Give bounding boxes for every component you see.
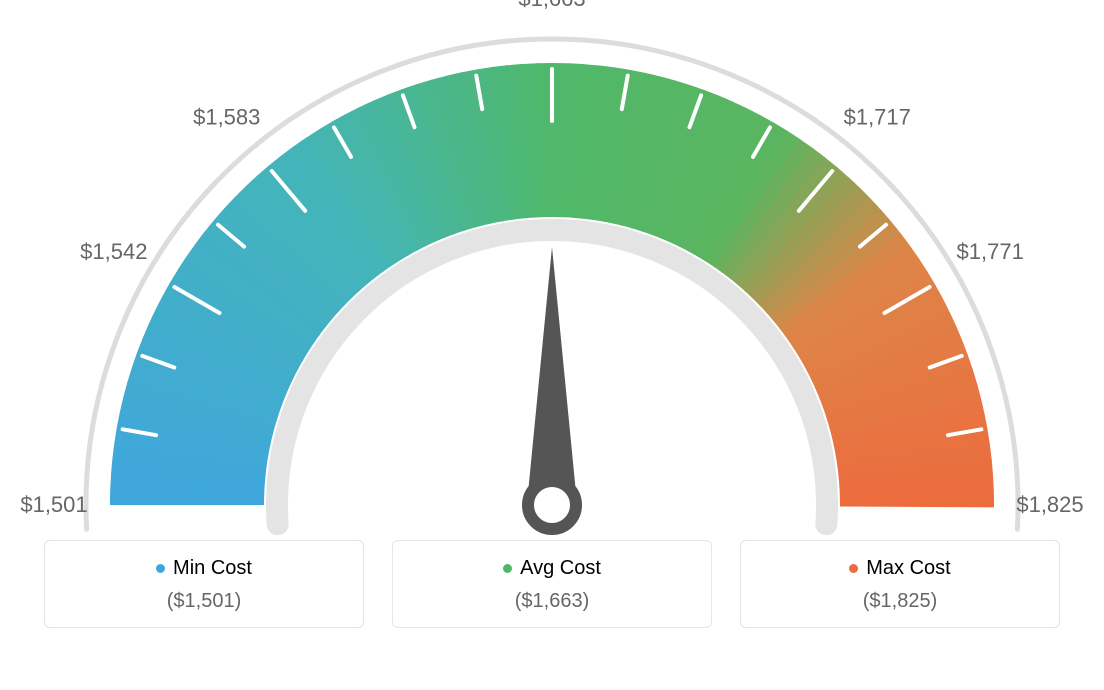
min-cost-value: ($1,501) [55, 590, 353, 613]
avg-cost-label-text: Avg Cost [520, 557, 601, 580]
gauge-chart: $1,501 $1,542 $1,583 $1,663 $1,717 $1,771 $1,8… [0, 0, 1104, 550]
avg-cost-label: Avg Cost [503, 557, 601, 580]
min-cost-card: Min Cost ($1,501) [44, 540, 364, 628]
avg-cost-value: ($1,663) [403, 590, 701, 613]
max-cost-label: Max Cost [849, 557, 950, 580]
max-dot-icon [849, 564, 858, 573]
cost-cards-row: Min Cost ($1,501) Avg Cost ($1,663) Max … [0, 540, 1104, 628]
min-dot-icon [156, 564, 165, 573]
min-cost-label-text: Min Cost [173, 557, 252, 580]
max-cost-value: ($1,825) [751, 590, 1049, 613]
gauge-svg: $1,501 $1,542 $1,583 $1,663 $1,717 $1,771 $1,8… [0, 0, 1104, 550]
svg-text:$1,501: $1,501 [20, 492, 87, 517]
svg-text:$1,717: $1,717 [844, 104, 911, 129]
avg-dot-icon [503, 564, 512, 573]
max-cost-card: Max Cost ($1,825) [740, 540, 1060, 628]
svg-text:$1,771: $1,771 [957, 239, 1024, 264]
svg-text:$1,583: $1,583 [193, 104, 260, 129]
svg-text:$1,542: $1,542 [80, 239, 147, 264]
avg-cost-card: Avg Cost ($1,663) [392, 540, 712, 628]
svg-text:$1,663: $1,663 [518, 0, 585, 11]
max-cost-label-text: Max Cost [866, 557, 950, 580]
svg-text:$1,825: $1,825 [1016, 492, 1083, 517]
min-cost-label: Min Cost [156, 557, 252, 580]
